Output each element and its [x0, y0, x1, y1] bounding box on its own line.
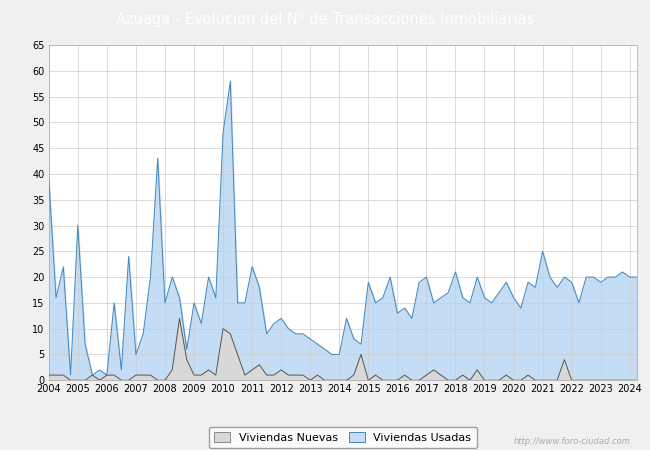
- Legend: Viviendas Nuevas, Viviendas Usadas: Viviendas Nuevas, Viviendas Usadas: [209, 427, 477, 449]
- Text: http://www.foro-ciudad.com: http://www.foro-ciudad.com: [514, 436, 630, 446]
- Text: Azuaga - Evolucion del Nº de Transacciones Inmobiliarias: Azuaga - Evolucion del Nº de Transaccion…: [116, 12, 534, 27]
